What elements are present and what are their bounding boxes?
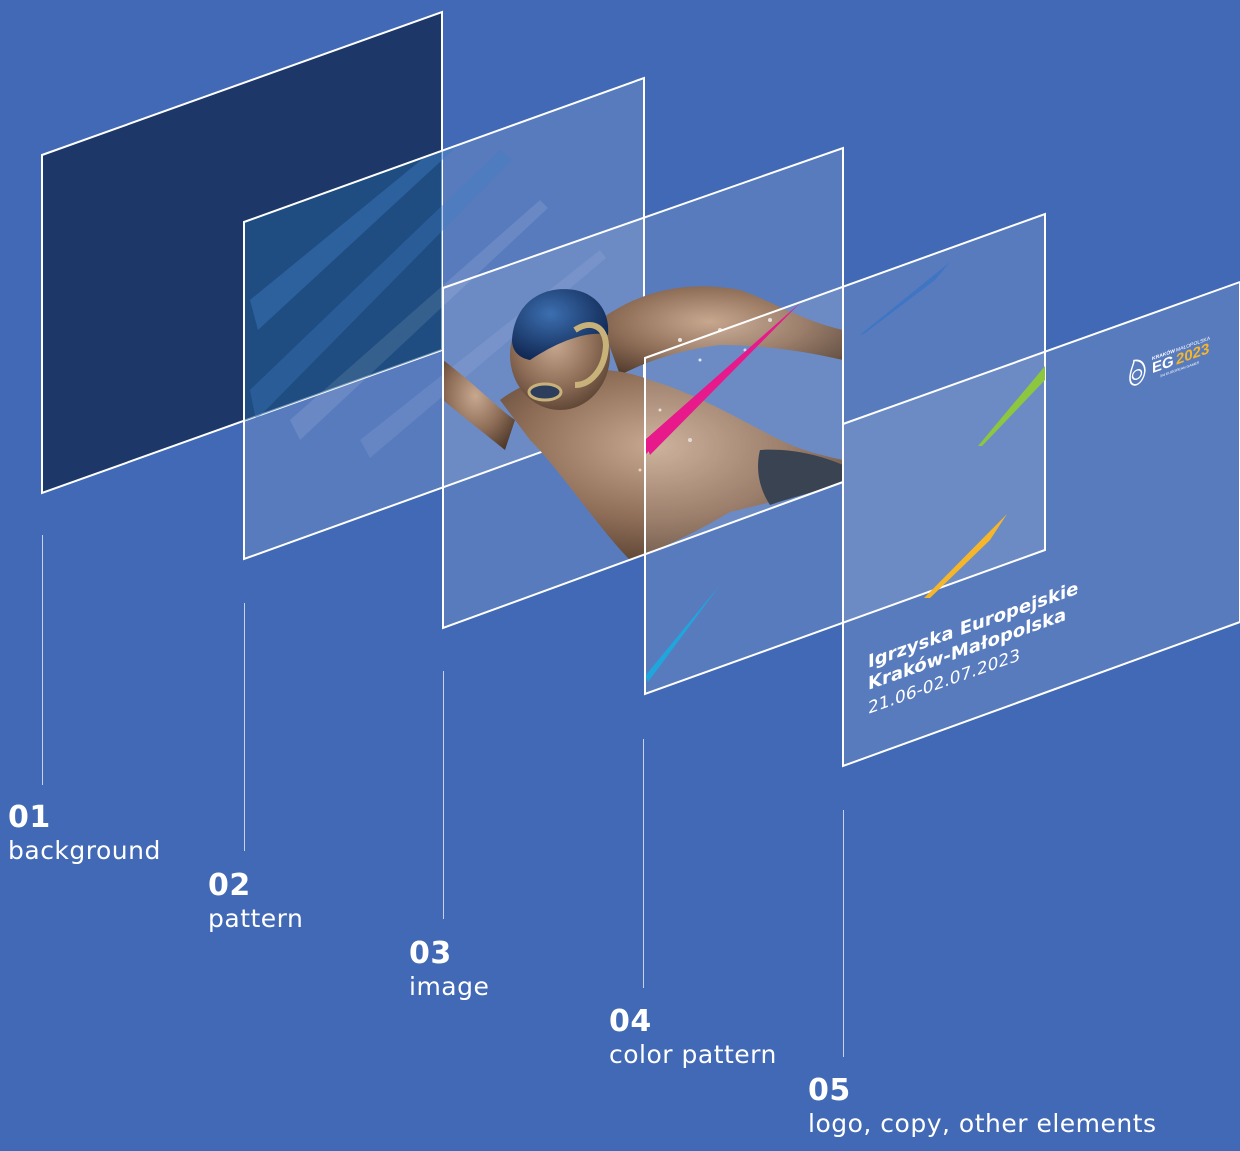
layer-name: logo, copy, other elements (808, 1109, 1157, 1138)
color-pattern-panel-frame (644, 212, 1046, 696)
layer-label-02: 02 pattern (208, 869, 303, 935)
yellow-slash (924, 514, 1007, 598)
layer-number: 03 (409, 936, 452, 971)
elements-panel-frame (842, 280, 1240, 768)
logo-mark: EG (1152, 353, 1174, 377)
layer-number: 01 (8, 800, 51, 835)
layer-number: 04 (609, 1004, 652, 1039)
layer-name: image (409, 972, 490, 1001)
layer-number: 05 (808, 1073, 851, 1108)
cyan-slash (645, 585, 720, 682)
flame-icon (1129, 359, 1146, 386)
green-slash (978, 366, 1045, 446)
blue-slash-top (860, 262, 950, 335)
elements-panel-fill (843, 282, 1240, 766)
layer-label-01: 01 background (8, 801, 161, 867)
layer-label-05: 05 logo, copy, other elements (808, 1074, 1157, 1140)
layer-05-elements-panel: KRAKÓW MAŁOPOLSKA EG 2023 3rd EUROPEAN G… (842, 280, 1240, 768)
leader-lines (42, 535, 844, 1057)
color-pattern-panel-fill (645, 214, 1045, 694)
layer-name: background (8, 836, 161, 865)
layer-number: 02 (208, 868, 251, 903)
layer-name: color pattern (609, 1040, 777, 1069)
pink-slash-tail (645, 303, 800, 455)
color-slashes (645, 262, 950, 682)
layer-label-03: 03 image (409, 937, 489, 1003)
layer-label-04: 04 color pattern (609, 1005, 777, 1071)
layer-04-color-pattern-panel (644, 212, 1046, 696)
layer-name: pattern (208, 904, 304, 933)
pattern-stripes (244, 120, 606, 458)
